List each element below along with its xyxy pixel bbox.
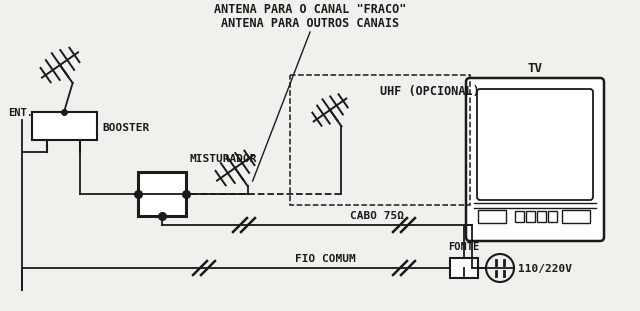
Text: ENT.: ENT. (8, 108, 33, 118)
Bar (537, 211, 546, 222)
Bar (515, 211, 524, 222)
Text: UHF (OPCIONAL): UHF (OPCIONAL) (380, 85, 480, 98)
Text: MISTURADOR: MISTURADOR (190, 154, 257, 164)
Bar (478, 210, 506, 223)
FancyBboxPatch shape (466, 78, 604, 241)
Text: BOOSTER: BOOSTER (102, 123, 149, 133)
Bar (138, 172, 186, 216)
Text: FIO COMUM: FIO COMUM (295, 254, 356, 264)
Bar (526, 211, 535, 222)
Text: CABO 75Ω: CABO 75Ω (350, 211, 404, 221)
Text: ANTENA PARA OUTROS CANAIS: ANTENA PARA OUTROS CANAIS (221, 17, 399, 30)
Text: ANTENA PARA O CANAL "FRACO": ANTENA PARA O CANAL "FRACO" (214, 3, 406, 16)
Bar (548, 211, 557, 222)
Bar (562, 210, 590, 223)
Bar (450, 258, 478, 278)
FancyBboxPatch shape (477, 89, 593, 200)
Text: TV: TV (527, 62, 543, 75)
Bar (32, 112, 97, 140)
Text: FONTE: FONTE (449, 242, 479, 252)
Bar (290, 75, 470, 205)
Text: 110/220V: 110/220V (518, 264, 572, 274)
